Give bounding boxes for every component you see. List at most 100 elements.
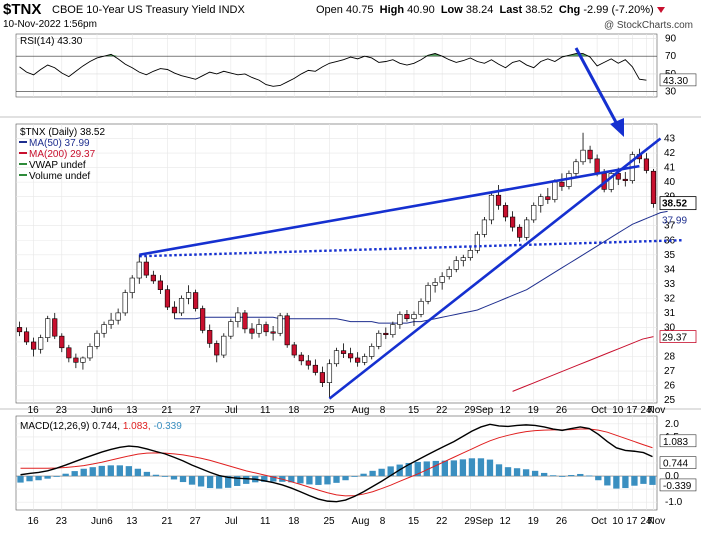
price-x-label: 17 [626, 405, 638, 416]
price-x-label: 18 [288, 405, 300, 416]
macd-histogram-bar [450, 460, 458, 477]
candle-body [164, 289, 171, 308]
price-tick-label: 27 [664, 366, 676, 377]
price-x-label: Oct [591, 405, 607, 416]
legend-entry: Volume undef [29, 171, 90, 182]
price-x-label: 23 [56, 405, 68, 416]
security-name: CBOE 10-Year US Treasury Yield INDX [52, 4, 245, 16]
macd-x-label: 22 [436, 516, 448, 527]
price-x-label: 13 [126, 405, 138, 416]
macd-signal-line [20, 428, 653, 497]
candle-body [355, 357, 361, 363]
price-tick-label: 37 [664, 221, 676, 232]
last-label: Last [499, 4, 523, 16]
candle-body [73, 357, 79, 363]
candle-body [38, 337, 44, 350]
candle-body [333, 350, 340, 365]
macd-histogram-bar [441, 460, 448, 477]
macd-value-badge [659, 456, 697, 469]
candle-body [31, 341, 37, 350]
low-label: Low [440, 4, 463, 16]
macd-histogram-bar [387, 466, 394, 477]
macd-histogram-bar [423, 461, 430, 477]
macd-tick-label: 0.0 [665, 471, 679, 482]
macd-x-label: 19 [528, 516, 540, 527]
macd-x-label: Aug [352, 516, 370, 527]
macd-x-label: 10 [612, 516, 624, 527]
macd-histogram-bar [459, 459, 467, 477]
macd-histogram-bar [161, 476, 169, 477]
price-panel-frame [15, 123, 658, 404]
last-price-value: 38.52 [662, 199, 687, 210]
candle-body [235, 312, 241, 322]
last-value: 38.52 [525, 4, 553, 16]
price-x-label: 27 [190, 405, 202, 416]
macd-x-label: 23 [56, 516, 68, 527]
candle-body [143, 261, 149, 276]
candle-body [580, 149, 586, 163]
price-x-label: 29Sep [464, 405, 493, 416]
macd-x-label: 26 [556, 516, 568, 527]
price-x-label: Jun6 [91, 405, 113, 416]
open-label: Open [316, 4, 343, 16]
candle-body [531, 205, 537, 221]
macd-histogram-bar [586, 475, 593, 477]
legend-entry: VWAP undef [29, 160, 86, 171]
macd-histogram-bar [62, 473, 69, 477]
macd-histogram-bar [622, 476, 629, 489]
legend-swatch [19, 141, 27, 143]
macd-value-badge [659, 434, 697, 448]
chart-header: $TNX CBOE 10-Year US Treasury Yield INDX… [0, 0, 701, 34]
candle-body [157, 280, 163, 290]
candle-body [207, 330, 213, 344]
candle-body [502, 205, 509, 218]
rsi-tick-label: 90 [665, 33, 677, 44]
candle-body [221, 335, 227, 356]
candle-body [552, 181, 558, 200]
dotted-support-line [139, 239, 682, 258]
rsi-label: RSI(14) 43.30 [20, 36, 83, 47]
price-tick-label: 30 [664, 322, 676, 333]
stockcharts-brand: @ StockCharts.com [603, 20, 693, 31]
lower-wedge-trendline [328, 137, 662, 400]
candle-body [390, 324, 396, 336]
change-label: Chg [558, 4, 581, 16]
price-x-label: 19 [528, 405, 540, 416]
macd-x-label: 13 [126, 516, 138, 527]
macd-histogram-bar [315, 476, 322, 485]
macd-histogram-bar [71, 471, 78, 477]
candle-body [545, 196, 551, 200]
change-value: -2.99 (-7.20%) [583, 4, 654, 16]
macd-histogram-bar [568, 475, 575, 477]
macd-x-label: 24 [640, 516, 652, 527]
macd-histogram-bar [324, 476, 331, 485]
candle-body [23, 331, 30, 343]
candle-body [277, 315, 283, 334]
candle-body [439, 276, 445, 283]
rsi-current-badge [659, 73, 697, 87]
candle-body [305, 360, 311, 366]
price-x-label: 11 [260, 405, 271, 416]
macd-histogram-bar [297, 476, 304, 484]
exchange-code: INDX [218, 4, 245, 16]
candle-body [326, 363, 333, 383]
candle-body [115, 312, 121, 321]
rsi-tick-label: 30 [665, 87, 677, 98]
macd-histogram-bar [495, 464, 503, 477]
price-x-label: 16 [28, 405, 40, 416]
candle-body [298, 354, 304, 362]
candle-body [242, 312, 248, 330]
price-x-label: 7 [647, 405, 653, 416]
rsi-panel-frame [15, 33, 658, 98]
macd-histogram-bar [504, 467, 512, 477]
macd-histogram-bar [197, 476, 205, 487]
macd-badge-value: -0.339 [663, 481, 692, 492]
down-arrow-shaft [574, 47, 620, 127]
macd-histogram-bar [143, 471, 151, 477]
candle-body [312, 364, 318, 373]
macd-x-label: 16 [28, 516, 40, 527]
macd-x-label: 29Sep [464, 516, 493, 527]
candle-body [80, 357, 86, 363]
price-tick-label: 42 [664, 148, 676, 159]
